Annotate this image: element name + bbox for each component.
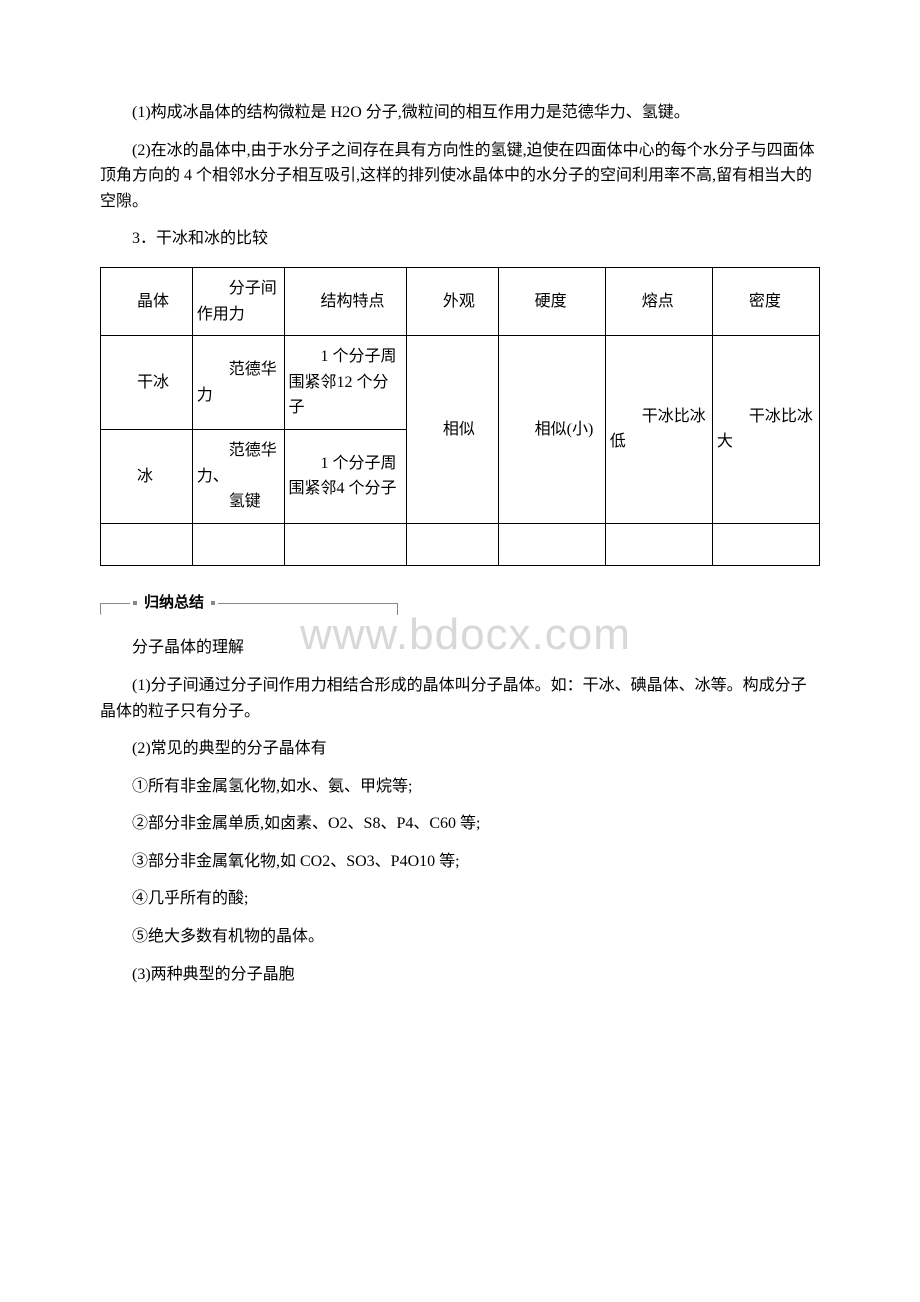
paragraph-8: ②部分非金属单质,如卤素、O2、S8、P4、C60 等; bbox=[100, 811, 820, 837]
table-cell: 相似(小) bbox=[498, 336, 605, 524]
table-header-cell: 晶体 bbox=[101, 267, 193, 335]
paragraph-5: (1)分子间通过分子间作用力相结合形成的晶体叫分子晶体。如：干冰、碘晶体、冰等。… bbox=[100, 673, 820, 724]
paragraph-7: ①所有非金属氢化物,如水、氨、甲烷等; bbox=[100, 774, 820, 800]
table-row: 晶体 分子间作用力 结构特点 外观 硬度 熔点 密度 bbox=[101, 267, 820, 335]
table-cell: 1 个分子周围紧邻12 个分子 bbox=[284, 336, 406, 430]
table-cell bbox=[101, 523, 193, 566]
table-header-cell: 分子间作用力 bbox=[192, 267, 284, 335]
table-header-cell: 熔点 bbox=[605, 267, 712, 335]
table-cell: 冰 bbox=[101, 429, 193, 523]
document-content: (1)构成冰晶体的结构微粒是 H2O 分子,微粒间的相互作用力是范德华力、氢键。… bbox=[100, 100, 820, 987]
summary-header: 归纳总结 bbox=[100, 591, 820, 615]
table-cell bbox=[284, 523, 406, 566]
table-cell bbox=[192, 523, 284, 566]
summary-dot-icon bbox=[133, 601, 137, 605]
table-row bbox=[101, 523, 820, 566]
table-header-cell: 结构特点 bbox=[284, 267, 406, 335]
paragraph-9: ③部分非金属氧化物,如 CO2、SO3、P4O10 等; bbox=[100, 849, 820, 875]
table-cell: 干冰比冰低 bbox=[605, 336, 712, 524]
table-cell: 1 个分子周围紧邻4 个分子 bbox=[284, 429, 406, 523]
table-cell bbox=[498, 523, 605, 566]
paragraph-1: (1)构成冰晶体的结构微粒是 H2O 分子,微粒间的相互作用力是范德华力、氢键。 bbox=[100, 100, 820, 126]
table-row: 干冰 范德华力 1 个分子周围紧邻12 个分子 相似 相似(小) 干冰比冰低 干… bbox=[101, 336, 820, 430]
summary-dot-icon bbox=[211, 601, 215, 605]
table-cell bbox=[406, 523, 498, 566]
paragraph-4: 分子晶体的理解 bbox=[100, 635, 820, 661]
table-cell: 干冰 bbox=[101, 336, 193, 430]
comparison-table: 晶体 分子间作用力 结构特点 外观 硬度 熔点 密度 干冰 范德华力 1 个分子… bbox=[100, 267, 820, 566]
table-cell: 范德华力 bbox=[192, 336, 284, 430]
table-cell: 干冰比冰大 bbox=[712, 336, 819, 524]
paragraph-12: (3)两种典型的分子晶胞 bbox=[100, 962, 820, 988]
paragraph-10: ④几乎所有的酸; bbox=[100, 886, 820, 912]
paragraph-3: 3．干冰和冰的比较 bbox=[100, 226, 820, 252]
summary-line-right bbox=[218, 603, 398, 604]
table-cell bbox=[712, 523, 819, 566]
paragraph-11: ⑤绝大多数有机物的晶体。 bbox=[100, 924, 820, 950]
summary-title: 归纳总结 bbox=[140, 591, 208, 615]
table-header-cell: 外观 bbox=[406, 267, 498, 335]
table-cell bbox=[605, 523, 712, 566]
summary-line-left bbox=[100, 603, 130, 604]
table-cell: 范德华力、 氢键 bbox=[192, 429, 284, 523]
paragraph-6: (2)常见的典型的分子晶体有 bbox=[100, 736, 820, 762]
paragraph-2: (2)在冰的晶体中,由于水分子之间存在具有方向性的氢键,迫使在四面体中心的每个水… bbox=[100, 138, 820, 215]
table-header-cell: 硬度 bbox=[498, 267, 605, 335]
table-cell: 相似 bbox=[406, 336, 498, 524]
table-header-cell: 密度 bbox=[712, 267, 819, 335]
